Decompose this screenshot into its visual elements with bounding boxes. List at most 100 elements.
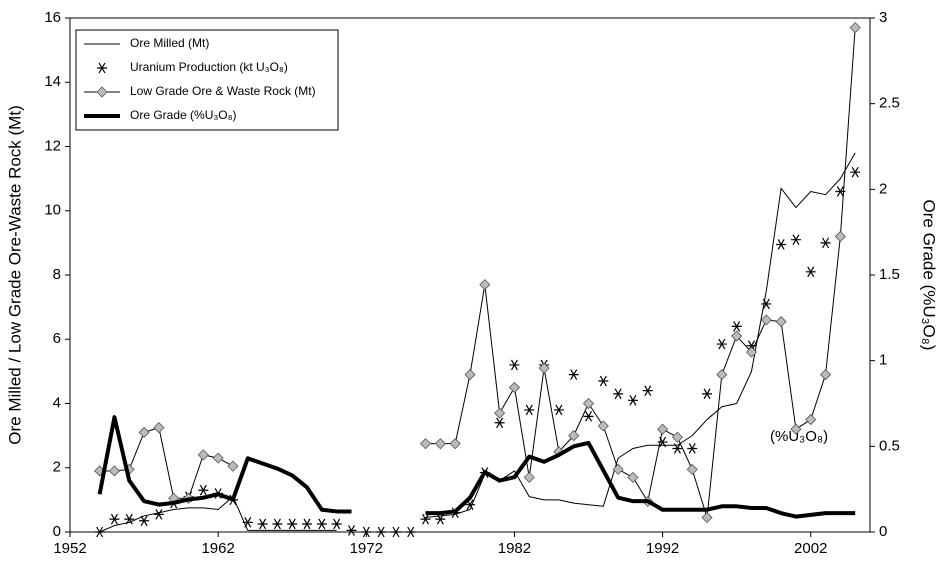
y2-tick-label: 1.5	[879, 266, 900, 283]
diamond-marker	[849, 22, 861, 34]
x-tick-label: 1952	[53, 540, 86, 557]
asterisk-marker	[642, 385, 653, 396]
diamond-marker	[212, 452, 224, 464]
x-tick-label: 1982	[498, 540, 531, 557]
asterisk-marker	[568, 369, 579, 380]
asterisk-marker	[346, 525, 357, 536]
asterisk-marker	[405, 526, 416, 538]
asterisk-marker	[790, 234, 801, 245]
asterisk-marker	[153, 509, 164, 520]
asterisk-marker	[242, 517, 253, 528]
diamond-marker	[419, 438, 432, 450]
legend-label: Ore Milled (Mt)	[130, 36, 209, 50]
diamond-marker	[819, 369, 832, 381]
asterisk-marker	[776, 239, 787, 250]
diamond-marker	[96, 86, 108, 98]
x-tick-label: 2002	[794, 540, 827, 557]
diamond-marker	[538, 362, 550, 374]
diamond-marker	[760, 314, 772, 326]
asterisk-marker	[524, 404, 535, 416]
y2-axis-label: Ore Grade (%U₃O₈)	[920, 200, 939, 351]
series-line	[99, 27, 856, 519]
y2-tick-label: 0	[879, 523, 887, 540]
asterisk-marker	[94, 526, 105, 538]
y-tick-label: 6	[53, 330, 61, 347]
asterisk-marker	[731, 321, 742, 332]
x-tick-label: 1992	[646, 540, 679, 557]
diamond-marker	[464, 369, 476, 381]
asterisk-marker	[376, 526, 387, 538]
legend-label: Uranium Production (kt U₃O₈)	[130, 60, 288, 74]
diamond-marker	[449, 438, 461, 450]
diamond-marker	[671, 431, 683, 443]
series-line	[99, 152, 856, 533]
diamond-marker	[138, 426, 150, 438]
series-line	[97, 415, 856, 519]
asterisk-marker	[302, 518, 313, 530]
asterisk-marker	[553, 404, 564, 416]
diamond-marker	[153, 422, 165, 434]
asterisk-marker	[435, 513, 446, 525]
diamond-marker	[701, 511, 713, 524]
asterisk-marker	[316, 518, 327, 530]
asterisk-marker	[805, 266, 816, 278]
diamond-marker	[731, 330, 743, 342]
asterisk-marker	[124, 513, 135, 525]
diamond-marker	[434, 438, 446, 450]
diamond-marker	[834, 230, 846, 243]
asterisk-marker	[390, 526, 401, 538]
diamond-marker	[227, 460, 239, 472]
asterisk-marker	[139, 515, 150, 527]
y2-tick-label: 3	[879, 9, 887, 26]
diamond-marker	[805, 413, 817, 426]
asterisk-marker	[687, 443, 698, 454]
y2-tick-label: 0.5	[879, 437, 900, 454]
annotation: (%U₃O₈)	[770, 428, 828, 445]
asterisk-marker	[420, 513, 431, 525]
y-tick-label: 10	[44, 202, 61, 219]
asterisk-marker	[761, 298, 772, 310]
asterisk-marker	[850, 166, 861, 178]
y2-tick-label: 2.5	[879, 95, 900, 112]
asterisk-marker	[820, 237, 831, 249]
diamond-marker	[716, 369, 728, 381]
x-tick-label: 1972	[350, 540, 383, 557]
diamond-marker	[657, 423, 669, 435]
y-tick-label: 16	[44, 9, 61, 26]
y-tick-label: 12	[44, 137, 61, 154]
diamond-marker	[479, 279, 491, 291]
diamond-marker	[597, 420, 609, 432]
diamond-marker	[775, 316, 787, 328]
asterisk-marker	[109, 513, 120, 525]
y2-tick-label: 2	[879, 180, 887, 197]
y-tick-label: 4	[53, 394, 61, 411]
diamond-marker	[745, 346, 758, 358]
asterisk-marker	[627, 394, 638, 406]
asterisk-marker	[672, 443, 683, 454]
diamond-marker	[627, 471, 639, 483]
asterisk-marker	[494, 417, 505, 429]
diamond-marker	[686, 463, 698, 475]
asterisk-marker	[583, 411, 594, 422]
asterisk-marker	[613, 388, 624, 400]
diamond-marker	[494, 407, 506, 419]
asterisk-marker	[331, 518, 342, 530]
y-tick-label: 0	[53, 523, 61, 540]
y-axis-label: Ore Milled / Low Grade Ore-Waste Rock (M…	[5, 105, 24, 444]
asterisk-marker	[509, 359, 520, 371]
legend-label: Ore Grade (%U₃O₈)	[130, 108, 237, 122]
y-tick-label: 2	[53, 459, 61, 476]
y-tick-label: 14	[44, 73, 61, 90]
diamond-marker	[582, 397, 595, 410]
diamond-marker	[790, 423, 802, 435]
legend-box	[75, 29, 339, 131]
asterisk-marker	[598, 375, 609, 387]
diamond-marker	[568, 430, 580, 442]
y-tick-label: 8	[53, 266, 61, 283]
legend: Ore Milled (Mt) Uranium Production (kt U₃…	[75, 29, 339, 131]
asterisk-marker	[716, 338, 727, 350]
asterisk-marker	[257, 518, 268, 530]
asterisk-marker	[702, 388, 713, 400]
y2-tick-label: 1	[879, 352, 887, 369]
